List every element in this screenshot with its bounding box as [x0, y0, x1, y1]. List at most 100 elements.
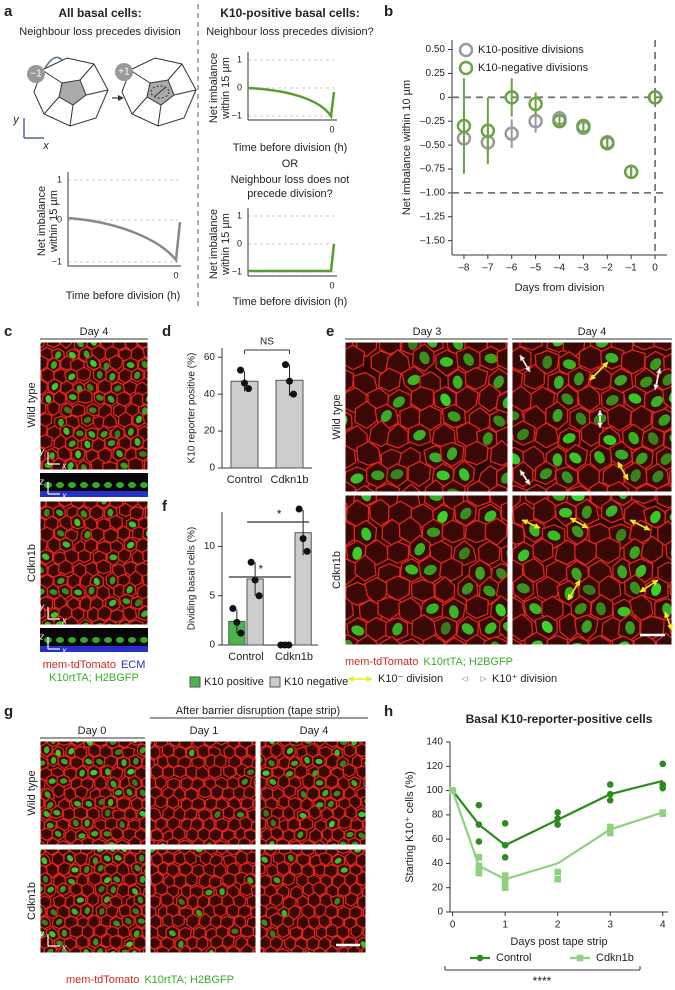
cell-membrane	[399, 637, 423, 645]
nucleus	[132, 908, 140, 915]
nucleus	[219, 888, 225, 896]
cell-membrane	[321, 347, 343, 371]
y-tick-label: 0	[437, 907, 443, 918]
arrow-head	[567, 593, 574, 601]
cell-membrane	[362, 925, 366, 937]
nucleus	[426, 603, 439, 614]
column-header: Day 3	[413, 326, 442, 338]
data-point	[303, 547, 311, 555]
cell-membrane	[293, 763, 308, 779]
nucleus	[56, 637, 64, 643]
nucleus	[517, 428, 529, 441]
data-point	[504, 126, 519, 141]
cell-membrane	[260, 752, 267, 769]
cell-membrane	[518, 309, 541, 335]
cell-membrane	[141, 903, 146, 918]
cell-membrane	[147, 724, 158, 737]
nucleus	[461, 582, 474, 595]
cell-membrane	[357, 723, 369, 737]
cell-membrane	[242, 784, 256, 800]
cell-membrane	[410, 578, 436, 602]
cell-membrane	[369, 805, 381, 819]
cell-membrane	[150, 828, 165, 842]
curved-arrow	[44, 56, 63, 69]
subtitle: Neighbour loss precedes division	[19, 26, 180, 38]
data-point	[241, 379, 248, 387]
cell-membrane	[524, 631, 550, 645]
nucleus	[109, 741, 117, 745]
data-point	[245, 385, 252, 393]
y-tick-label: –0.50	[420, 140, 445, 151]
cell-membrane	[240, 943, 254, 953]
cell-membrane	[40, 462, 43, 470]
cell-membrane	[250, 884, 256, 899]
cell-membrane	[69, 924, 84, 939]
nucleus	[482, 432, 493, 446]
nucleus	[562, 433, 576, 444]
cell-membrane	[195, 935, 209, 951]
nucleus	[23, 471, 33, 480]
cell-membrane	[464, 440, 489, 466]
cell-membrane	[149, 539, 162, 553]
cell-membrane	[313, 838, 326, 845]
nucleus	[116, 450, 123, 458]
cell-membrane	[95, 559, 112, 575]
nucleus	[41, 919, 49, 926]
cell-membrane	[150, 745, 161, 761]
cell-membrane	[350, 924, 364, 940]
cell-membrane	[59, 342, 73, 350]
nucleus	[269, 778, 277, 785]
cell-membrane	[140, 838, 146, 845]
nucleus	[285, 771, 294, 777]
nucleus	[158, 622, 166, 628]
nucleus	[73, 819, 79, 827]
y-tick-label: 1	[237, 210, 242, 220]
data-point	[501, 820, 509, 827]
cell-membrane	[150, 945, 156, 953]
cell-membrane	[26, 345, 38, 360]
nucleus	[67, 462, 74, 470]
nucleus	[61, 588, 70, 595]
nucleus	[83, 350, 90, 359]
nucleus	[126, 362, 135, 369]
data-point	[501, 878, 509, 885]
cell-membrane	[18, 607, 31, 623]
cell-membrane	[149, 610, 161, 624]
cell-membrane	[260, 862, 266, 876]
data-point	[606, 796, 614, 804]
cell-membrane	[247, 723, 260, 738]
cell-membrane	[489, 439, 508, 467]
nucleus	[93, 938, 99, 946]
nucleus	[61, 758, 68, 765]
cell-wall	[43, 96, 60, 115]
micrograph	[512, 495, 672, 645]
cell-membrane	[128, 619, 144, 625]
data-point	[554, 815, 561, 822]
legend-swatch	[269, 676, 281, 688]
division	[150, 85, 170, 99]
arrow-head	[617, 461, 624, 469]
center-cell	[58, 79, 87, 106]
nucleus	[268, 760, 275, 767]
cell-membrane	[137, 956, 148, 971]
nucleus	[128, 637, 136, 643]
nucleus	[437, 510, 448, 524]
row-label: Cdkn1b	[26, 544, 38, 582]
nucleus	[345, 639, 353, 645]
nucleus	[178, 940, 184, 948]
cell-membrane	[345, 723, 358, 737]
cell-membrane	[142, 412, 148, 426]
cell-membrane	[250, 905, 256, 921]
nucleus	[120, 326, 129, 336]
nucleus	[359, 726, 368, 734]
cell-membrane	[39, 725, 51, 739]
nucleus	[92, 857, 99, 865]
cell-membrane	[234, 725, 247, 738]
nucleus	[419, 351, 430, 365]
axis-letter: y	[12, 114, 20, 126]
nucleus	[70, 327, 79, 334]
significance: *	[259, 562, 264, 576]
cell-membrane	[141, 390, 148, 407]
nucleus	[539, 468, 552, 480]
cell-membrane	[283, 784, 297, 799]
